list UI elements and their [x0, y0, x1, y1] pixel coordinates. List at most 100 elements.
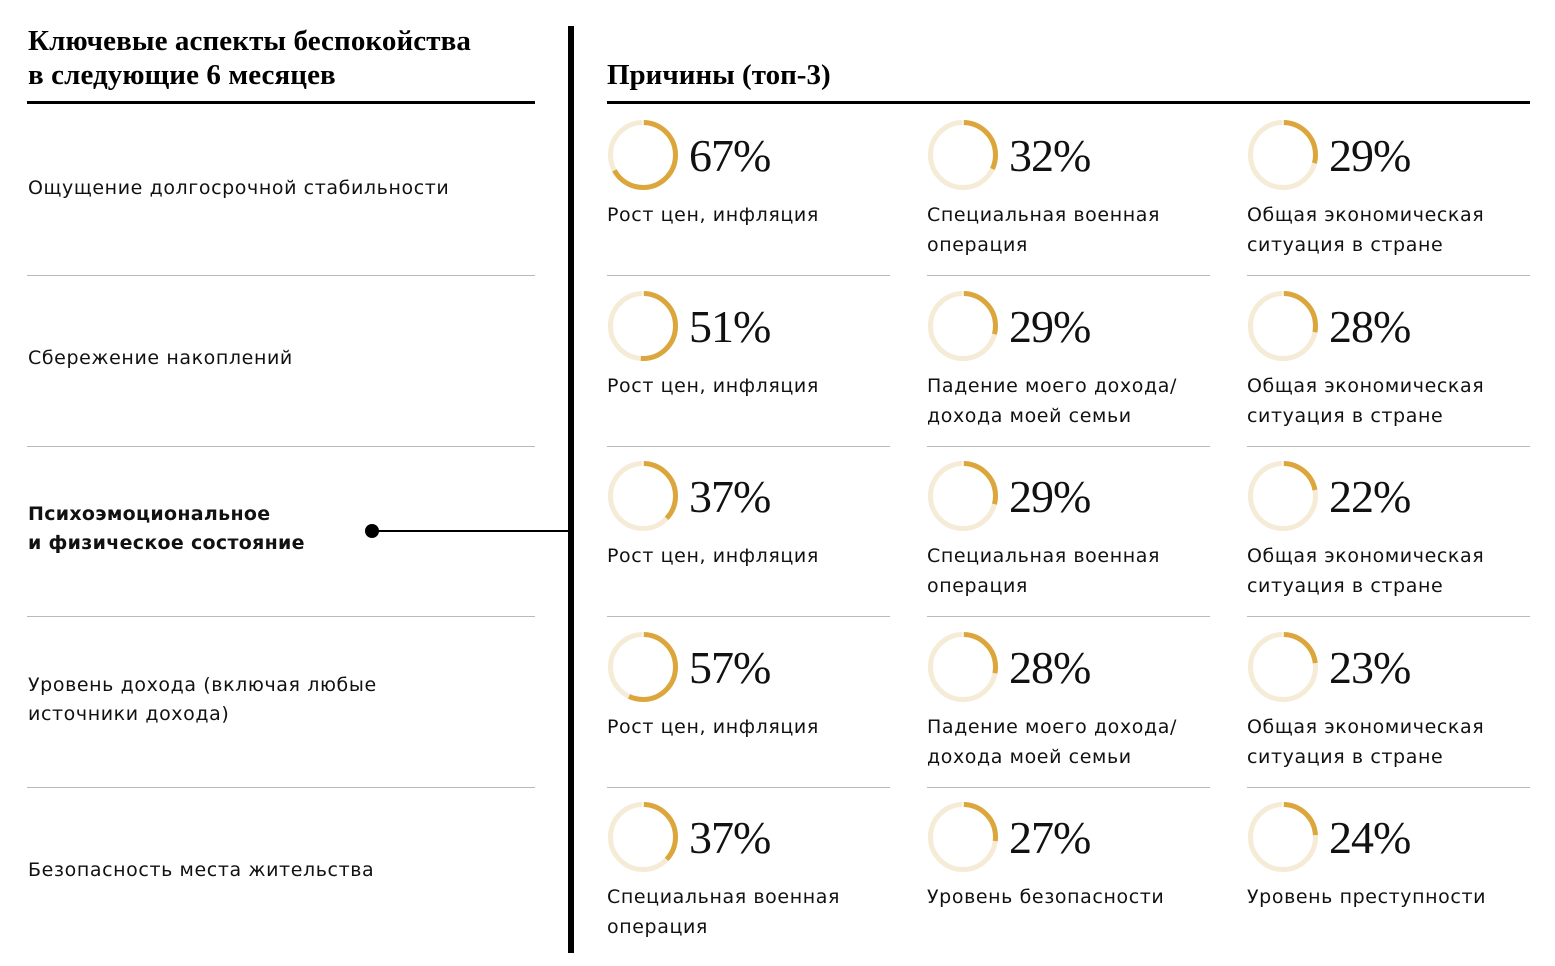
row-separator-left — [27, 616, 535, 617]
row-separator-left — [27, 446, 535, 447]
aspect-label[interactable]: Психоэмоциональное и физическое состояние — [28, 500, 498, 558]
aspect-label-line: Сбережение накоплений — [28, 347, 293, 369]
reason-label-line: Рост цен, инфляция — [607, 545, 819, 567]
reason-label: Специальная военная операция — [927, 201, 1217, 260]
reason-label-line: Общая экономическая — [1247, 545, 1485, 567]
aspect-label-line: источники дохода) — [28, 703, 230, 725]
progress-ring — [1248, 631, 1318, 702]
percent-value: 23% — [1329, 642, 1411, 693]
reason-label-line: ситуация в стране — [1247, 745, 1444, 768]
progress-ring — [1248, 290, 1318, 361]
row-separator — [607, 787, 890, 788]
reason-cell: 28% Общая экономическая ситуация в стране — [1247, 282, 1530, 442]
left-title-line-1: Ключевые аспекты беспокойства — [28, 25, 471, 57]
percent-value: 24% — [1329, 812, 1411, 863]
row-separator — [1247, 275, 1530, 276]
aspect-label-line: Уровень дохода (включая любые — [28, 674, 377, 696]
aspect-label-line: Психоэмоциональное — [28, 503, 271, 525]
percent-value: 29% — [1329, 130, 1411, 181]
reason-label-line: Общая экономическая — [1247, 375, 1485, 397]
reason-label: Уровень преступности — [1247, 883, 1537, 913]
reason-label-line: операция — [607, 915, 708, 938]
right-header-rule — [607, 101, 1530, 104]
percent-value: 37% — [689, 471, 771, 522]
reason-label: Падение моего дохода/дохода моей семьи — [927, 713, 1217, 772]
reason-label-line: Специальная военная — [607, 886, 841, 908]
row-separator — [607, 275, 890, 276]
reason-label: Рост цен, инфляция — [607, 201, 897, 231]
row-separator — [927, 787, 1210, 788]
reason-label-line: Специальная военная — [927, 545, 1161, 567]
reason-cell: 29% Падение моего дохода/дохода моей семь… — [927, 282, 1210, 442]
vertical-divider — [568, 26, 574, 953]
reason-label-line: Рост цен, инфляция — [607, 375, 819, 397]
reason-label-line: Падение моего дохода/ — [927, 375, 1177, 397]
reason-label-line: Общая экономическая — [1247, 204, 1485, 226]
row-separator — [1247, 616, 1530, 617]
reason-label-line: Уровень преступности — [1247, 886, 1487, 908]
row-separator — [927, 446, 1210, 447]
percent-value: 29% — [1009, 471, 1091, 522]
reason-label: Общая экономическая ситуация в стране — [1247, 542, 1537, 601]
row-separator-left — [27, 275, 535, 276]
reason-label-line: дохода моей семьи — [927, 404, 1132, 427]
progress-ring — [608, 460, 678, 531]
reason-label: Рост цен, инфляция — [607, 713, 897, 743]
row-separator — [1247, 446, 1530, 447]
reason-label-line: ситуация в стране — [1247, 404, 1444, 427]
reason-cell: 29% Общая экономическая ситуация в стране — [1247, 111, 1530, 271]
connector-line — [372, 530, 570, 532]
left-title-line-2: в следующие 6 месяцев — [28, 59, 336, 91]
reason-label-line: Общая экономическая — [1247, 716, 1485, 738]
reason-label-line: Падение моего дохода/ — [927, 716, 1177, 738]
aspect-label: Ощущение долгосрочной стабильности — [28, 174, 498, 203]
reason-label-line: ситуация в стране — [1247, 574, 1444, 597]
row-separator — [1247, 787, 1530, 788]
reason-cell: 57% Рост цен, инфляция — [607, 623, 890, 783]
aspect-label-line: Безопасность места жительства — [28, 859, 375, 881]
reason-label: Рост цен, инфляция — [607, 542, 897, 572]
reason-cell: 29% Специальная военная операция — [927, 452, 1210, 612]
progress-ring — [1248, 119, 1318, 190]
progress-ring — [928, 631, 998, 702]
reason-cell: 37% Специальная военная операция — [607, 793, 890, 953]
reason-cell: 22% Общая экономическая ситуация в стране — [1247, 452, 1530, 612]
percent-value: 28% — [1009, 642, 1091, 693]
reason-cell: 51% Рост цен, инфляция — [607, 282, 890, 442]
percent-value: 27% — [1009, 812, 1091, 863]
reason-label-line: дохода моей семьи — [927, 745, 1132, 768]
progress-ring — [608, 631, 678, 702]
percent-value: 51% — [689, 301, 771, 352]
reason-label-line: Специальная военная — [927, 204, 1161, 226]
percent-value: 22% — [1329, 471, 1411, 522]
progress-ring — [1248, 460, 1318, 531]
reason-cell: 32% Специальная военная операция — [927, 111, 1210, 271]
reason-cell: 67% Рост цен, инфляция — [607, 111, 890, 271]
reason-label-line: Рост цен, инфляция — [607, 204, 819, 226]
aspect-label-line: и физическое состояние — [28, 532, 305, 554]
reason-cell: 23% Общая экономическая ситуация в стране — [1247, 623, 1530, 783]
reason-label: Рост цен, инфляция — [607, 372, 897, 402]
reason-label-line: Уровень безопасности — [927, 886, 1165, 908]
aspect-label-line: Ощущение долгосрочной стабильности — [28, 177, 450, 199]
percent-value: 28% — [1329, 301, 1411, 352]
reason-label: Общая экономическая ситуация в стране — [1247, 713, 1537, 772]
row-separator — [927, 616, 1210, 617]
progress-ring — [608, 290, 678, 361]
reason-label-line: операция — [927, 574, 1028, 597]
progress-ring — [608, 801, 678, 872]
row-separator — [607, 446, 890, 447]
percent-value: 57% — [689, 642, 771, 693]
left-header-rule — [27, 101, 535, 104]
progress-ring — [928, 801, 998, 872]
reason-cell: 28% Падение моего дохода/дохода моей семь… — [927, 623, 1210, 783]
progress-ring — [928, 290, 998, 361]
progress-ring — [1248, 801, 1318, 872]
aspect-label: Безопасность места жительства — [28, 856, 498, 885]
progress-ring — [928, 119, 998, 190]
reason-label: Общая экономическая ситуация в стране — [1247, 201, 1537, 260]
reason-cell: 24% Уровень преступности — [1247, 793, 1530, 953]
percent-value: 67% — [689, 130, 771, 181]
row-separator-left — [27, 787, 535, 788]
reason-label-line: Рост цен, инфляция — [607, 716, 819, 738]
